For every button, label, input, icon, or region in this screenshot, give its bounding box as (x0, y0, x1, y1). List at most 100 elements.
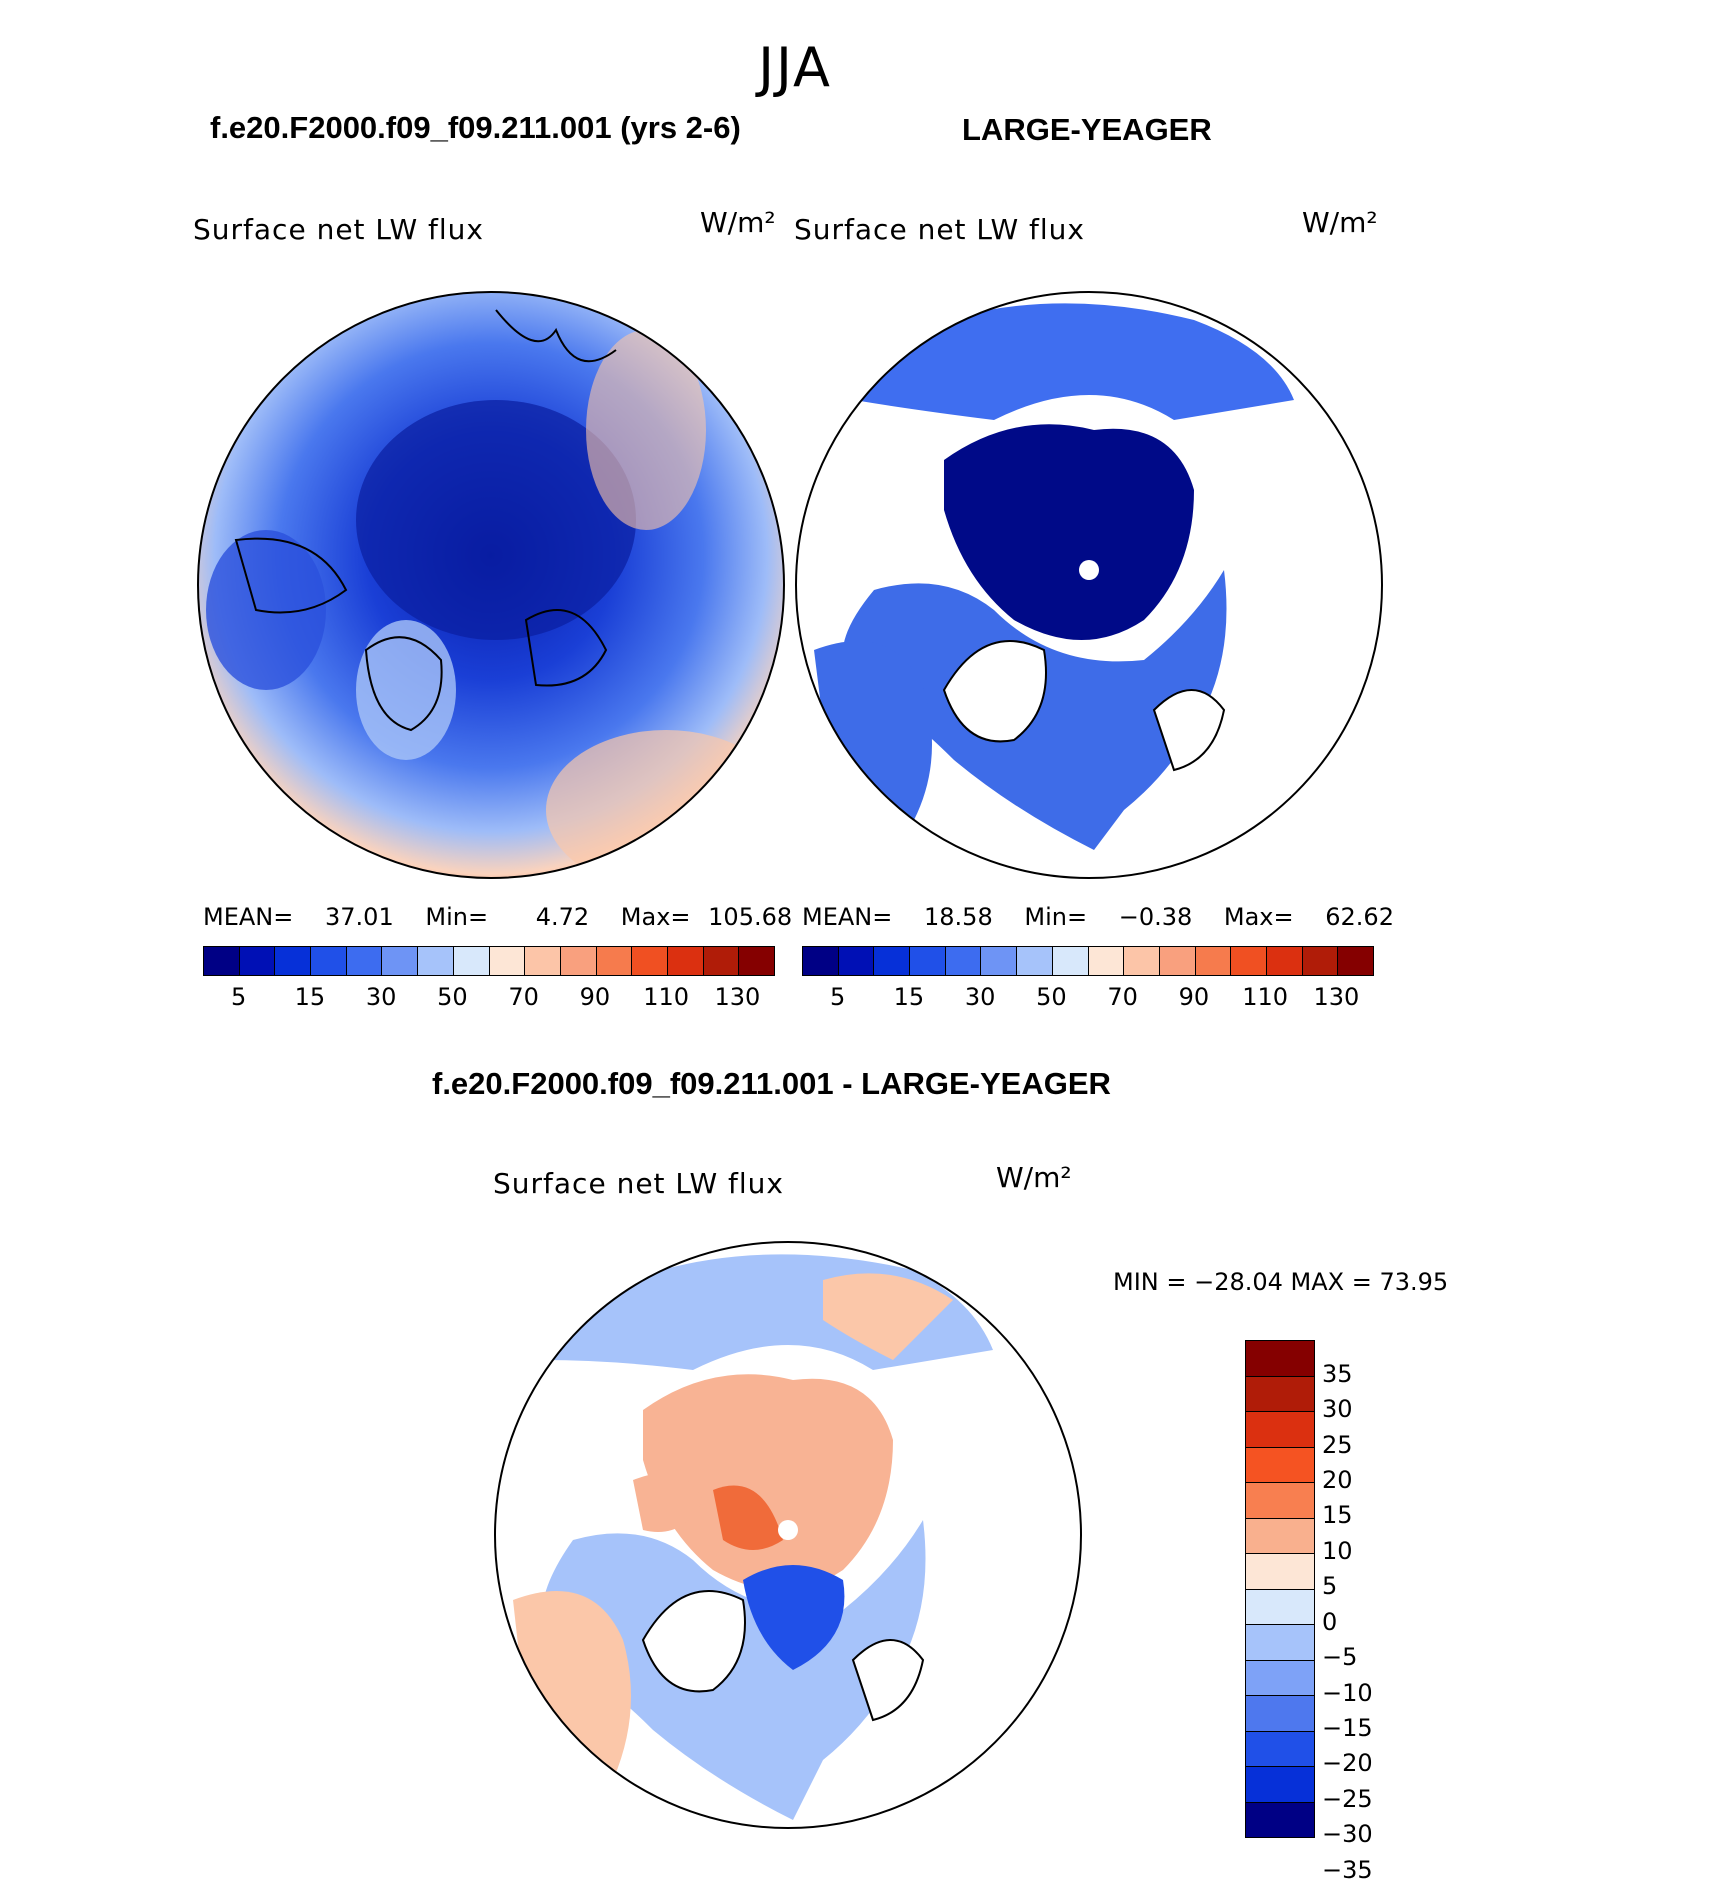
left-colorbar-tick-label: 15 (294, 983, 326, 1011)
right-polar-map (795, 291, 1383, 879)
left-colorbar-tick-label: 110 (643, 983, 690, 1011)
diff-units-label: W/m² (996, 1161, 1072, 1194)
diff-colorbar-tick-label: −30 (1322, 1820, 1373, 1849)
left-colorbar-swatch (382, 947, 419, 975)
left-max-value: 105.68 (708, 903, 793, 931)
right-colorbar-swatch (838, 947, 875, 975)
left-colorbar-ticks: 5 15 30 50 70 90 110 130 (203, 983, 773, 1013)
diff-variable-label: Surface net LW flux (493, 1167, 784, 1200)
left-colorbar-swatch (346, 947, 383, 975)
left-stats: MEAN= 37.01 Min= 4.72 Max= 105.68 (203, 903, 792, 931)
diff-colorbar-swatch (1246, 1554, 1314, 1590)
left-colorbar-swatch (596, 947, 633, 975)
right-colorbar-swatch (1266, 947, 1303, 975)
right-variable-label: Surface net LW flux (794, 213, 1085, 246)
diff-colorbar-tick-label: 30 (1322, 1395, 1353, 1424)
left-max-label: Max= (620, 903, 691, 931)
right-colorbar-tick-label: 70 (1107, 983, 1138, 1011)
right-colorbar-swatch (1338, 947, 1373, 975)
left-colorbar-swatch (667, 947, 704, 975)
right-mean-value: 18.58 (924, 903, 993, 931)
diff-colorbar-swatch (1246, 1483, 1314, 1519)
left-colorbar (203, 946, 775, 976)
right-colorbar-swatch (945, 947, 982, 975)
diff-title: f.e20.F2000.f09_f09.211.001 - LARGE-YEAG… (432, 1066, 1111, 1101)
diff-colorbar-tick-label: 20 (1322, 1465, 1353, 1494)
right-colorbar-tick-label: 5 (829, 983, 846, 1011)
diff-colorbar-tick-label: −10 (1322, 1678, 1373, 1707)
right-colorbar-swatch (1302, 947, 1339, 975)
diff-colorbar-tick-label: 10 (1322, 1536, 1353, 1565)
right-colorbar-tick-label: 130 (1313, 983, 1360, 1011)
diff-colorbar-swatch (1246, 1660, 1314, 1696)
right-colorbar-swatch (1017, 947, 1053, 975)
right-colorbar (802, 946, 1374, 976)
right-colorbar-swatch (1195, 947, 1232, 975)
diff-colorbar-tick-label: 35 (1322, 1359, 1353, 1388)
left-colorbar-tick-label: 90 (579, 983, 611, 1011)
right-colorbar-swatch (874, 947, 911, 975)
left-colorbar-tick-label: 50 (437, 983, 468, 1011)
diff-colorbar-ticks: 35 30 25 20 15 10 5 0 −5 −10 −15 −20 −25 −30 −35 (1322, 1340, 1402, 1884)
right-colorbar-swatch (1231, 947, 1267, 975)
diff-colorbar-tick-label: −5 (1322, 1643, 1358, 1672)
diff-colorbar-swatch (1246, 1518, 1314, 1554)
right-colorbar-swatch (910, 947, 946, 975)
diff-colorbar-tick-label: −35 (1322, 1855, 1373, 1884)
right-max-value: 62.62 (1325, 903, 1394, 931)
right-max-label: Max= (1223, 903, 1294, 931)
diff-colorbar-swatch (1246, 1341, 1314, 1377)
left-min-label: Min= (425, 903, 489, 931)
right-min-value: −0.38 (1118, 903, 1193, 931)
right-colorbar-ticks: 5 15 30 50 70 90 110 130 (802, 983, 1372, 1013)
diff-colorbar-swatch (1246, 1376, 1314, 1412)
left-colorbar-swatch (275, 947, 312, 975)
diff-colorbar-tick-label: 25 (1322, 1430, 1353, 1459)
diff-colorbar-swatch (1246, 1625, 1314, 1661)
right-colorbar-tick-label: 90 (1178, 983, 1210, 1011)
diff-polar-map (494, 1241, 1082, 1829)
diff-colorbar-swatch (1246, 1696, 1314, 1732)
diff-colorbar-tick-label: 15 (1322, 1501, 1353, 1530)
right-case-title: LARGE-YEAGER (962, 112, 1212, 147)
right-colorbar-tick-label: 15 (893, 983, 925, 1011)
diff-colorbar-tick-label: −25 (1322, 1784, 1373, 1813)
right-mean-label: MEAN= (802, 903, 893, 931)
season-title: JJA (758, 36, 832, 99)
right-colorbar-tick-label: 110 (1242, 983, 1289, 1011)
right-min-label: Min= (1024, 903, 1088, 931)
left-colorbar-swatch (311, 947, 347, 975)
left-colorbar-swatch (453, 947, 490, 975)
right-colorbar-swatch (981, 947, 1018, 975)
right-colorbar-swatch (1124, 947, 1160, 975)
diff-colorbar-tick-label: −20 (1322, 1749, 1373, 1778)
diff-colorbar-swatch (1246, 1447, 1314, 1483)
right-colorbar-tick-label: 50 (1036, 983, 1067, 1011)
left-colorbar-tick-label: 70 (508, 983, 539, 1011)
left-colorbar-swatch (489, 947, 526, 975)
left-colorbar-swatch (739, 947, 774, 975)
diff-colorbar-swatch (1246, 1589, 1314, 1625)
right-colorbar-swatch (1159, 947, 1196, 975)
left-polar-map (197, 291, 785, 879)
left-min-value: 4.72 (535, 903, 590, 931)
diff-minmax: MIN = −28.04 MAX = 73.95 (1113, 1268, 1449, 1296)
left-mean-label: MEAN= (203, 903, 294, 931)
left-colorbar-swatch (204, 947, 240, 975)
left-colorbar-swatch (632, 947, 668, 975)
right-colorbar-swatch (1088, 947, 1125, 975)
diff-colorbar-swatch (1246, 1767, 1314, 1803)
diff-colorbar-swatch (1246, 1731, 1314, 1767)
diff-colorbar-swatch (1246, 1802, 1314, 1837)
left-colorbar-swatch (560, 947, 597, 975)
left-colorbar-swatch (418, 947, 454, 975)
diff-colorbar-tick-label: 0 (1322, 1607, 1338, 1636)
right-colorbar-tick-label: 30 (964, 983, 996, 1011)
left-colorbar-swatch (525, 947, 561, 975)
left-colorbar-tick-label: 30 (365, 983, 397, 1011)
left-colorbar-tick-label: 130 (714, 983, 761, 1011)
left-colorbar-swatch (703, 947, 740, 975)
diff-colorbar (1245, 1340, 1315, 1838)
right-units-label: W/m² (1302, 206, 1378, 239)
diff-colorbar-tick-label: 5 (1322, 1572, 1338, 1601)
